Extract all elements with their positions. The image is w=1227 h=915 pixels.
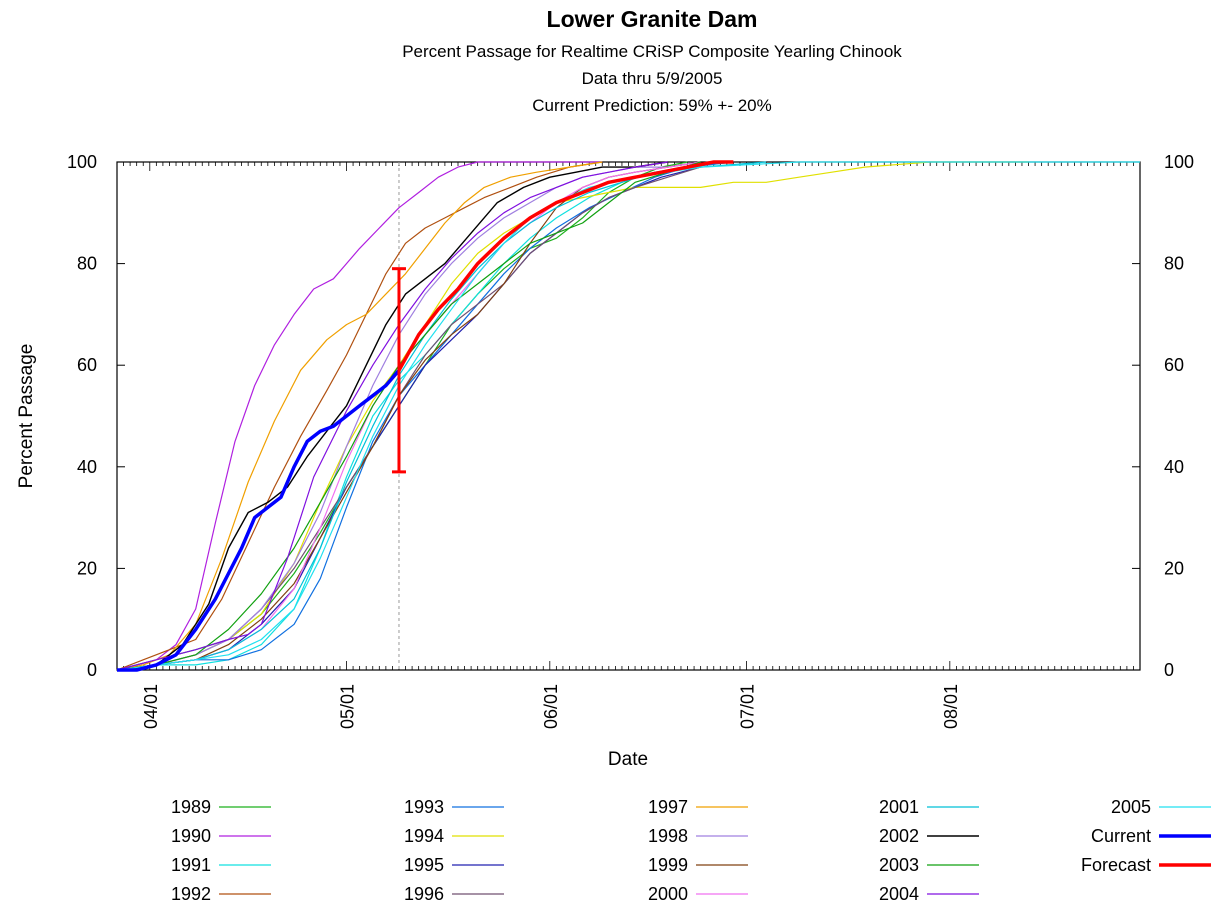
legend-label-2003: 2003 <box>879 855 919 875</box>
x-tick-label: 06/01 <box>541 684 561 729</box>
y-tick-label-right: 60 <box>1164 355 1184 375</box>
legend-label-1989: 1989 <box>171 797 211 817</box>
y-tick-label-left: 0 <box>87 660 97 680</box>
legend-label-1994: 1994 <box>404 826 444 846</box>
legend-label-1990: 1990 <box>171 826 211 846</box>
y-axis-label: Percent Passage <box>16 344 37 489</box>
series-line-2005 <box>116 161 1140 671</box>
chart-title: Lower Granite Dam <box>547 6 758 32</box>
legend-label-2004: 2004 <box>879 884 919 904</box>
x-tick-label: 07/01 <box>738 684 758 729</box>
axis-ticks: 0 0 20 20 40 40 60 60 80 80 100 100 04/01 05/01 06/01 0… <box>67 152 1194 729</box>
series-line-1996 <box>116 166 701 671</box>
legend-label-1998: 1998 <box>648 826 688 846</box>
x-tick-label: 08/01 <box>941 684 961 729</box>
legend-label-2001: 2001 <box>879 797 919 817</box>
x-axis-label: Date <box>608 749 648 770</box>
legend-label-current: Current <box>1091 826 1151 846</box>
x-tick-label: 04/01 <box>141 684 161 729</box>
legend-label-1995: 1995 <box>404 855 444 875</box>
series-line-1999 <box>116 161 701 671</box>
prediction-error-bar <box>391 267 406 474</box>
series-line-1991 <box>116 161 734 671</box>
legend-label-1991: 1991 <box>171 855 211 875</box>
legend-label-1993: 1993 <box>404 797 444 817</box>
y-tick-label-right: 100 <box>1164 152 1194 172</box>
legend-label-1999: 1999 <box>648 855 688 875</box>
y-tick-label-left: 20 <box>77 558 97 578</box>
series-line-2000 <box>116 161 701 671</box>
legend: 1989 1990 1991 1992 1993 1994 1995 1996 1997 1998… <box>171 797 1211 904</box>
series-line-1994 <box>116 161 1029 671</box>
chart-subtitle-3: Current Prediction: 59% +- 20% <box>532 96 772 115</box>
y-tick-label-left: 100 <box>67 152 97 172</box>
series-line-1995 <box>116 166 701 671</box>
series-lines <box>116 160 1140 672</box>
y-tick-label-right: 20 <box>1164 558 1184 578</box>
series-line-1989 <box>116 161 688 671</box>
legend-label-2000: 2000 <box>648 884 688 904</box>
series-line-2001 <box>116 161 767 671</box>
chart-subtitle-1: Percent Passage for Realtime CRiSP Compo… <box>402 42 902 61</box>
legend-label-forecast: Forecast <box>1081 855 1151 875</box>
y-tick-label-right: 0 <box>1164 660 1174 680</box>
plot-frame <box>116 161 1141 671</box>
legend-label-1996: 1996 <box>404 884 444 904</box>
series-line-1990 <box>116 161 603 671</box>
y-tick-label-left: 60 <box>77 355 97 375</box>
legend-label-1992: 1992 <box>171 884 211 904</box>
x-tick-label: 05/01 <box>338 684 358 729</box>
series-line-current <box>117 369 401 672</box>
series-line-1998 <box>116 161 701 671</box>
legend-label-2002: 2002 <box>879 826 919 846</box>
series-line-1993 <box>116 161 734 671</box>
y-tick-label-left: 80 <box>77 254 97 274</box>
series-line-2003 <box>116 161 701 671</box>
chart-subtitle-2: Data thru 5/9/2005 <box>582 69 723 88</box>
y-tick-label-right: 80 <box>1164 254 1184 274</box>
legend-label-1997: 1997 <box>648 797 688 817</box>
series-line-forecast <box>397 160 734 372</box>
y-tick-label-left: 40 <box>77 457 97 477</box>
series-line-2002 <box>116 161 668 671</box>
y-tick-label-right: 40 <box>1164 457 1184 477</box>
legend-label-2005: 2005 <box>1111 797 1151 817</box>
series-line-1997 <box>116 161 603 671</box>
